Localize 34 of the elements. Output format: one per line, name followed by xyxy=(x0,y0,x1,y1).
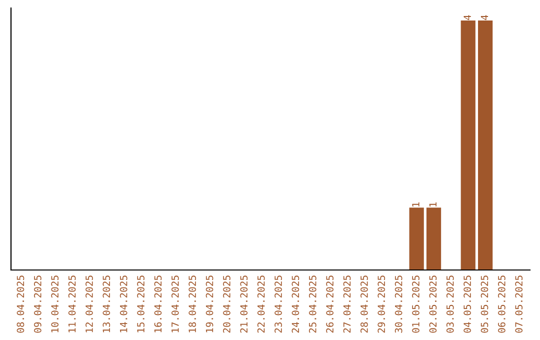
x-tick-label: 01.05.2025 xyxy=(412,276,420,333)
x-tick-label: 22.04.2025 xyxy=(257,276,265,333)
x-tick-label: 06.05.2025 xyxy=(498,276,506,333)
x-tick-label: 09.04.2025 xyxy=(34,276,42,333)
x-tick-label: 13.04.2025 xyxy=(102,276,110,332)
x-tick-label: 12.04.2025 xyxy=(86,276,93,332)
x-tick-label: 05.05.2025 xyxy=(480,276,488,333)
x-tick-label: 29.04.2025 xyxy=(378,276,386,333)
data-label: 4 xyxy=(480,15,488,20)
data-label: 4 xyxy=(464,15,471,20)
x-tick-label: 30.04.2025 xyxy=(394,276,402,333)
x-tick-label: 26.04.2025 xyxy=(326,276,334,333)
x-tick-label: 24.04.2025 xyxy=(292,276,300,333)
x-tick-label: 18.04.2025 xyxy=(188,276,196,332)
data-label: 1 xyxy=(429,202,436,206)
data-label: 1 xyxy=(412,202,420,206)
x-tick-label: 03.05.2025 xyxy=(446,276,454,333)
x-tick-label: 20.04.2025 xyxy=(223,276,230,333)
x-tick-label: 27.04.2025 xyxy=(343,276,351,333)
x-tick-label: 19.04.2025 xyxy=(206,276,214,332)
x-tick-label: 14.04.2025 xyxy=(120,276,128,332)
x-tick-label: 28.04.2025 xyxy=(360,276,368,333)
x-tick-label: 11.04.2025 xyxy=(68,276,76,332)
x-tick-label: 15.04.2025 xyxy=(137,276,144,332)
x-tick-label: 08.04.2025 xyxy=(16,276,24,333)
x-tick-label: 17.04.2025 xyxy=(171,276,179,332)
x-tick-label: 21.04.2025 xyxy=(240,276,248,333)
x-tick-label: 10.04.2025 xyxy=(51,276,59,332)
x-tick-label: 16.04.2025 xyxy=(154,276,162,332)
x-tick-label: 04.05.2025 xyxy=(464,276,471,333)
x-tick-label: 25.04.2025 xyxy=(308,276,316,333)
x-tick-label: 07.05.2025 xyxy=(515,276,523,333)
x-tick-label: 23.04.2025 xyxy=(274,276,282,333)
x-tick-label: 02.05.2025 xyxy=(429,276,437,333)
